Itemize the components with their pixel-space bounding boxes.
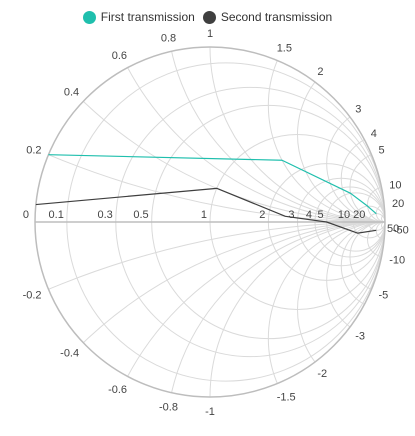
- series-line-2: [35, 187, 377, 234]
- resistance-label-20: 20: [353, 209, 365, 221]
- reactance-arc: [297, 221, 385, 397]
- reactance-arc: [92, 47, 385, 223]
- legend: First transmission Second transmission: [0, 6, 415, 28]
- reactance-arc: [349, 221, 385, 293]
- reactance-arc: [209, 221, 385, 397]
- legend-label-first: First transmission: [100, 10, 195, 24]
- reactance-label-3: 3: [355, 104, 361, 116]
- reactance-label-20: 20: [392, 198, 404, 210]
- reactance-label-0.2: 0.2: [26, 144, 41, 156]
- reactance-arc: [381, 221, 385, 230]
- reactance-label-2: 2: [317, 66, 323, 78]
- reactance-arc: [35, 221, 385, 397]
- legend-swatch-first: [82, 10, 96, 24]
- reactance-arc: [340, 134, 385, 223]
- legend-item-second[interactable]: Second transmission: [202, 10, 333, 24]
- reactance-arc: [340, 221, 385, 310]
- legend-label-second: Second transmission: [220, 10, 333, 24]
- reactance-label--10: -10: [389, 254, 405, 266]
- reactance-arc: [165, 221, 385, 397]
- resistance-label-0.5: 0.5: [133, 209, 148, 221]
- reactance-arc: [92, 221, 385, 397]
- legend-swatch-second: [202, 10, 216, 24]
- reactance-label--0.6: -0.6: [108, 384, 127, 396]
- reactance-label-1.5: 1.5: [277, 43, 292, 55]
- reactance-label--0.2: -0.2: [23, 290, 42, 302]
- reactance-arc: [35, 221, 385, 397]
- legend-item-first[interactable]: First transmission: [82, 10, 195, 24]
- reactance-arc: [297, 47, 385, 223]
- reactance-arc: [367, 221, 385, 258]
- reactance-label-0.8: 0.8: [161, 33, 176, 45]
- resistance-label-4: 4: [306, 209, 312, 221]
- resistance-label-1: 1: [201, 209, 207, 221]
- reactance-label--2: -2: [317, 368, 327, 380]
- resistance-label-10: 10: [338, 209, 350, 221]
- reactance-arc: [267, 47, 385, 223]
- resistance-label-5: 5: [318, 209, 324, 221]
- reactance-label-0.4: 0.4: [64, 87, 79, 99]
- resistance-label-0.1: 0.1: [49, 209, 64, 221]
- series-line-1: [48, 154, 377, 215]
- reactance-arc: [349, 151, 385, 223]
- reactance-label--50: -50: [393, 225, 409, 237]
- outer-circle: [34, 46, 386, 398]
- reactance-label--1.5: -1.5: [277, 391, 296, 403]
- reactance-label-1: 1: [207, 28, 213, 40]
- reactance-label--5: -5: [378, 290, 388, 302]
- reactance-label--1: -1: [205, 406, 215, 418]
- resistance-label-50: 50: [387, 223, 399, 235]
- reactance-label-0.6: 0.6: [112, 50, 127, 62]
- reactance-arc: [267, 221, 385, 397]
- reactance-label-10: 10: [389, 180, 401, 192]
- reactance-arc: [381, 214, 385, 223]
- reactance-arc: [326, 221, 385, 340]
- reactance-arc: [367, 186, 385, 223]
- reactance-label-4: 4: [371, 128, 377, 140]
- reactance-label-5: 5: [378, 144, 384, 156]
- resistance-label-0: 0: [23, 209, 29, 221]
- resistance-label-2: 2: [259, 209, 265, 221]
- resistance-label-3: 3: [288, 209, 294, 221]
- resistance-label-0.3: 0.3: [97, 209, 112, 221]
- reactance-label--0.8: -0.8: [159, 401, 178, 413]
- reactance-label--0.4: -0.4: [60, 347, 79, 359]
- reactance-label--3: -3: [355, 330, 365, 342]
